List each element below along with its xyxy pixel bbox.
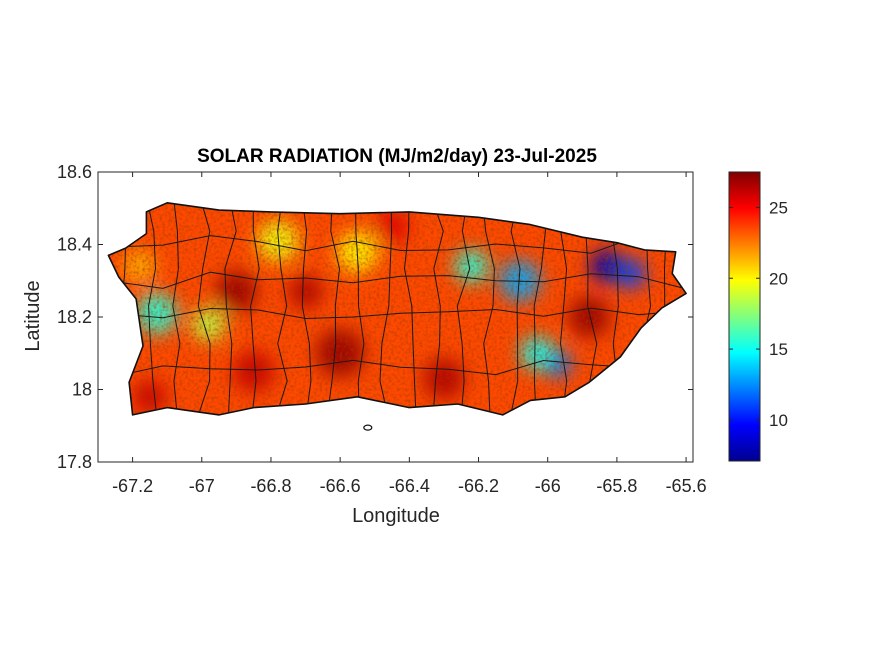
x-axis-label: Longitude: [352, 505, 440, 527]
y-tick-label: 18.4: [57, 235, 92, 255]
y-tick-label: 18.6: [57, 162, 92, 182]
x-tick-label: -65.6: [666, 476, 707, 496]
x-tick-label: -66.2: [458, 476, 499, 496]
y-axis-label: Latitude: [22, 280, 44, 351]
colorbar-tick-label: 20: [769, 269, 788, 288]
municipality-boundaries: [115, 202, 687, 415]
x-tick-label: -66: [535, 476, 561, 496]
island-outline: [107, 202, 687, 416]
chart-title: SOLAR RADIATION (MJ/m2/day) 23-Jul-2025: [197, 146, 597, 167]
colorbar: [728, 171, 761, 462]
islet-outline: [363, 424, 373, 431]
colorbar-tick-label: 25: [769, 198, 788, 217]
x-tick-label: -66.4: [389, 476, 430, 496]
x-tick-label: -66.8: [250, 476, 291, 496]
y-axis-ticks: 17.8 18 18.2 18.4 18.6: [57, 162, 693, 472]
x-tick-label: -67: [189, 476, 215, 496]
x-tick-label: -66.6: [320, 476, 361, 496]
x-tick-label: -67.2: [112, 476, 153, 496]
colorbar-ticks: 10 15 20 25: [729, 198, 788, 430]
y-tick-label: 18: [72, 380, 92, 400]
heatmap-layer: [107, 202, 687, 431]
y-tick-label: 18.2: [57, 307, 92, 327]
x-tick-label: -65.8: [596, 476, 637, 496]
colorbar-tick-label: 10: [769, 411, 788, 430]
y-tick-label: 17.8: [57, 452, 92, 472]
colorbar-tick-label: 15: [769, 340, 788, 359]
x-axis-ticks: -67.2 -67 -66.8 -66.6 -66.4 -66.2 -66 -65.8 -65.…: [112, 172, 707, 496]
island-fill: [108, 202, 687, 415]
